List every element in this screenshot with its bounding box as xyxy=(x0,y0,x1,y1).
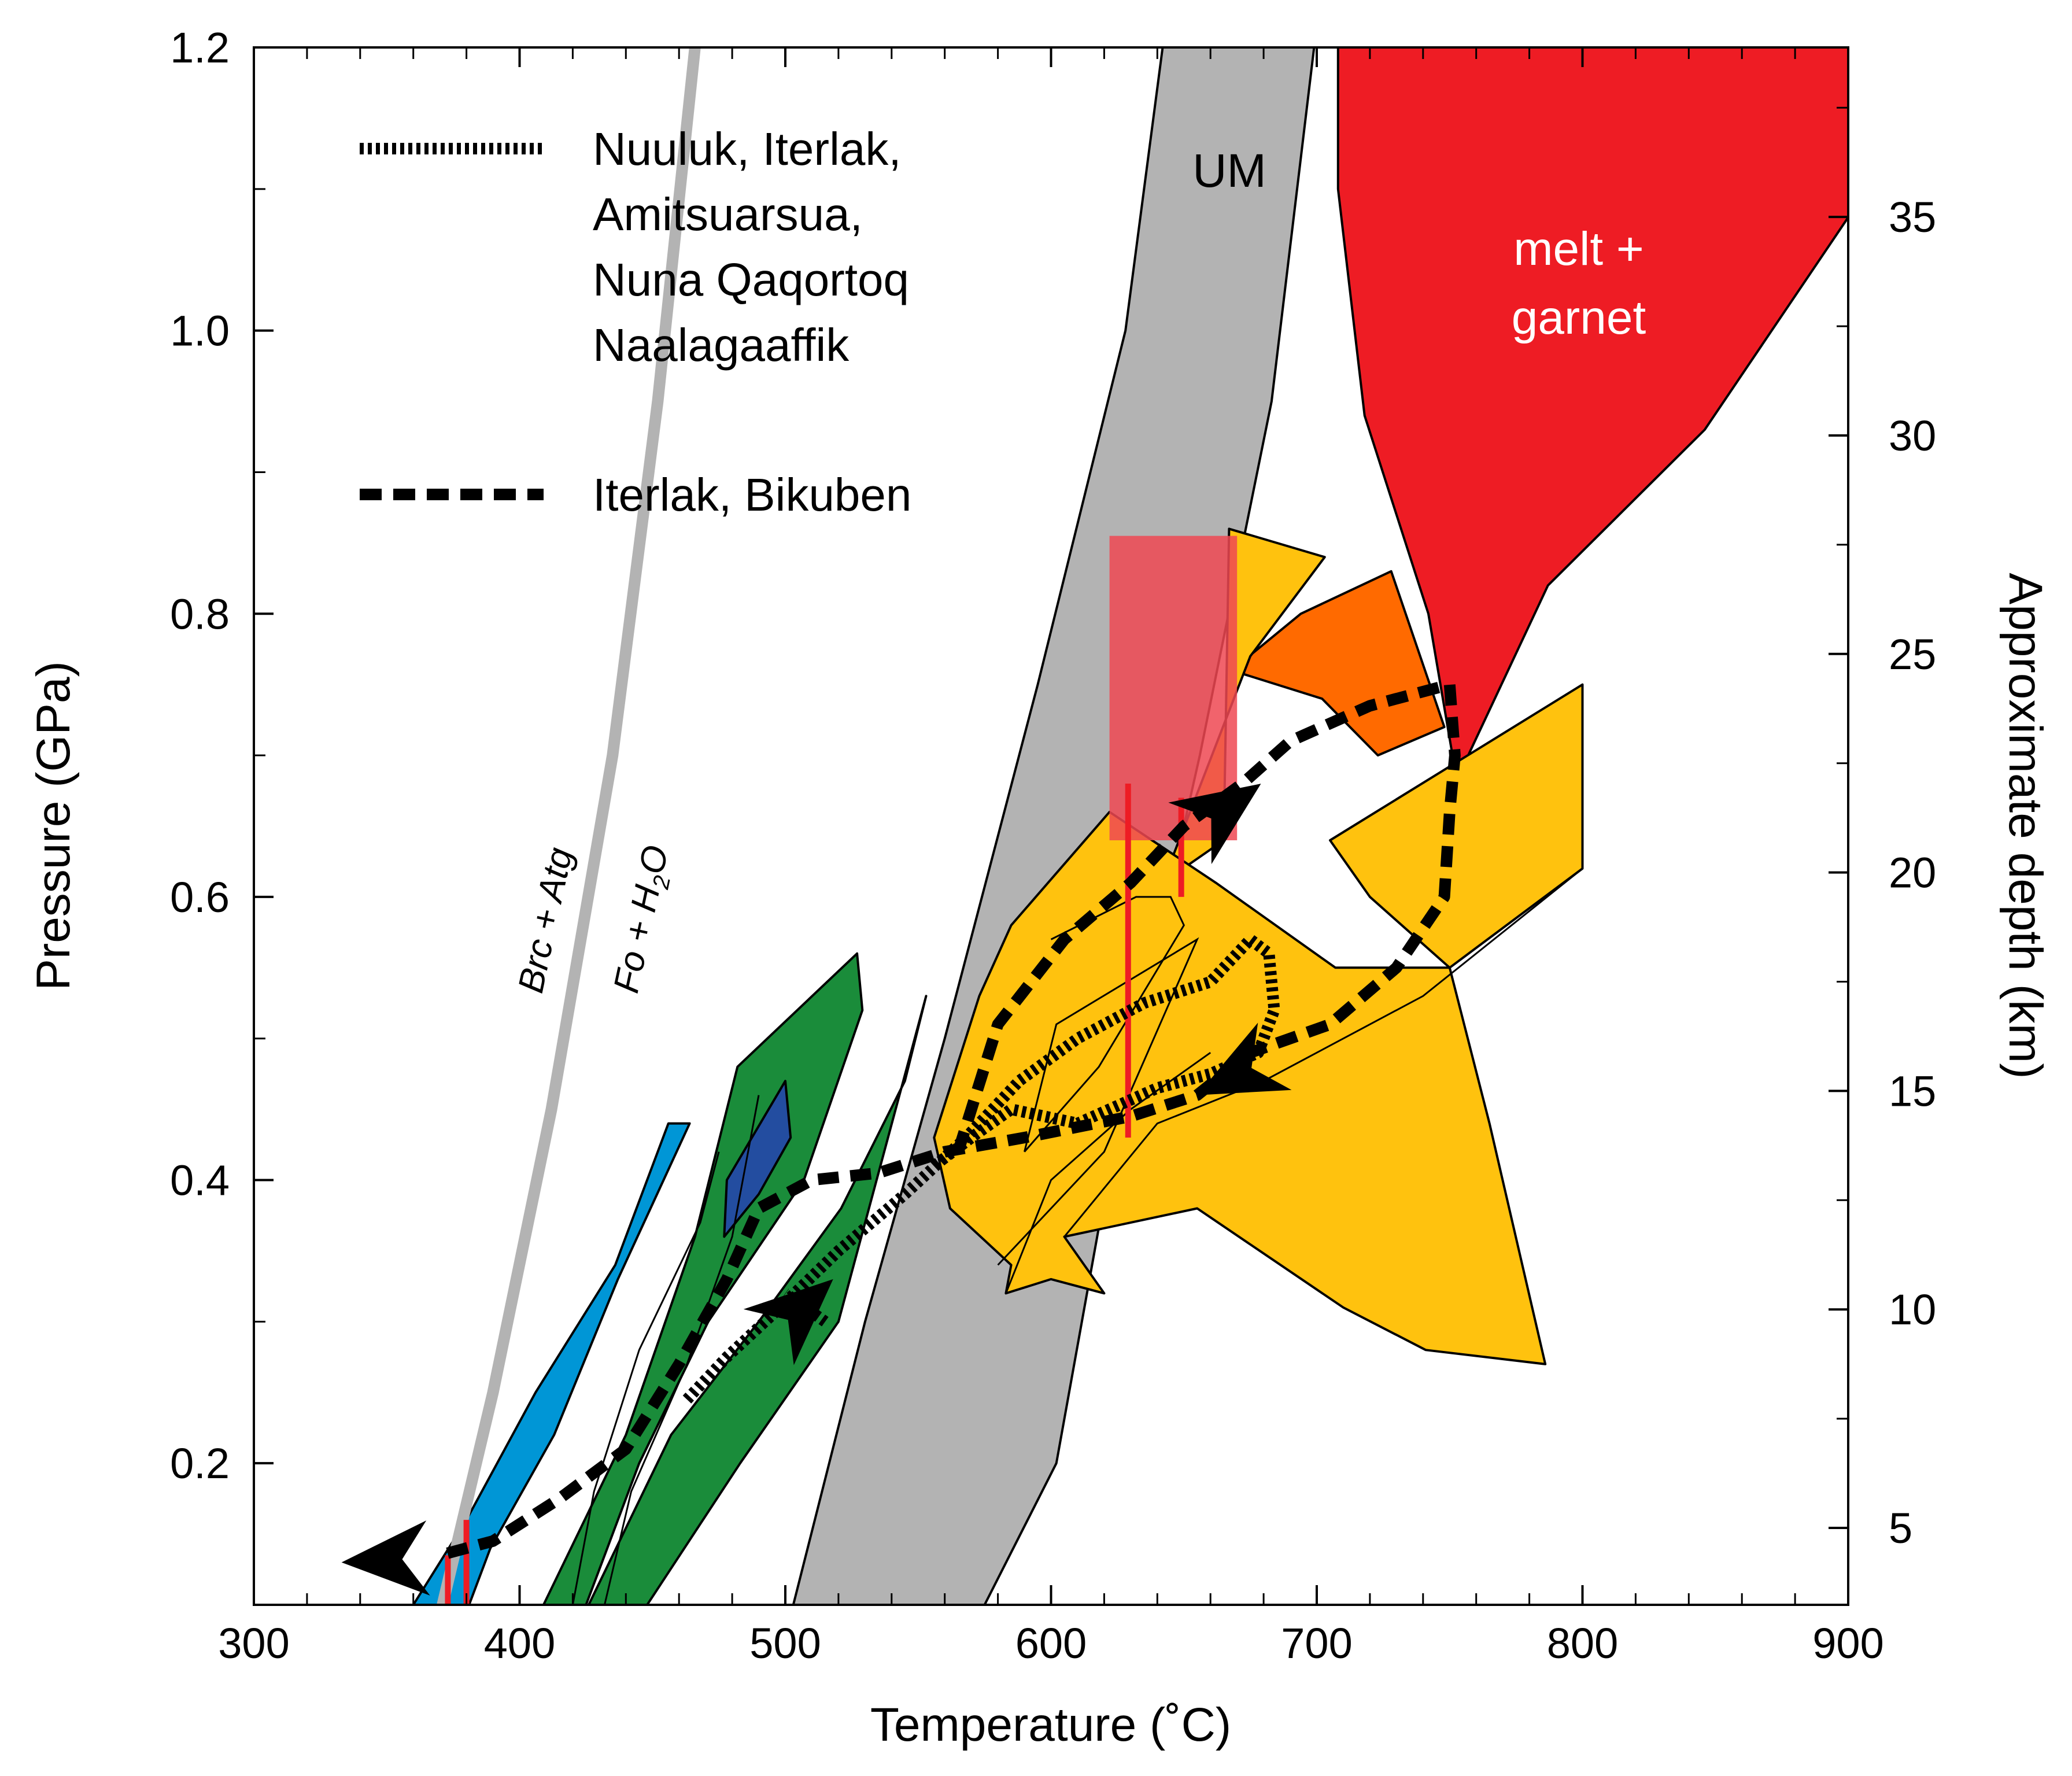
green-inner-line-1 xyxy=(571,1151,720,1605)
arrowhead-dotted-up xyxy=(743,1279,833,1365)
legend-dotted-line1: Nuuluk, Iterlak, xyxy=(593,123,902,175)
blue-field-light xyxy=(412,1122,691,1605)
green-inner-line-2 xyxy=(604,1095,760,1605)
legend-dotted-line2: Amitsuarsua, xyxy=(593,189,863,240)
yellow-inner-line-1 xyxy=(997,937,1199,1266)
fo-h2o-label: Fo + H2O xyxy=(606,842,681,998)
arrowhead-right-lower xyxy=(1197,1022,1292,1095)
x-tick-label: 300 xyxy=(218,1619,289,1667)
yellow-field-right xyxy=(1329,683,1584,969)
depth-tick-label: 25 xyxy=(1889,630,1936,678)
yellow-inner-line-2 xyxy=(1024,896,1185,1153)
legend-dashed-line1: Iterlak, Bikuben xyxy=(593,469,911,520)
um-label: UM xyxy=(1192,145,1266,197)
melt-garnet-label-line1: melt + xyxy=(1513,223,1644,275)
regions-layer xyxy=(412,47,1848,1605)
depth-tick-label: 20 xyxy=(1889,849,1936,897)
x-axis-title: Temperature (˚C) xyxy=(870,1699,1231,1751)
orange-field xyxy=(1231,570,1446,757)
depth-tick-label: 15 xyxy=(1889,1067,1936,1115)
melt-garnet-label-line2: garnet xyxy=(1512,291,1646,344)
y2-axis-title: Approximate depth (km) xyxy=(1999,573,2052,1079)
dashed-path-1 xyxy=(438,678,1461,1561)
legend: Nuuluk, Iterlak, Amitsuarsua, Nuna Qaqor… xyxy=(360,123,911,520)
y-tick-label: 0.8 xyxy=(170,590,230,638)
arrows-layer xyxy=(341,784,1292,1596)
arrowhead-upper xyxy=(1168,784,1261,865)
depth-tick-label: 10 xyxy=(1889,1286,1936,1334)
x-tick-label: 400 xyxy=(484,1619,555,1667)
y-tick-label: 0.6 xyxy=(170,873,230,921)
x-tick-label: 700 xyxy=(1281,1619,1352,1667)
green-field-2 xyxy=(588,995,928,1605)
depth-tick-label: 35 xyxy=(1889,193,1936,241)
y-axis-title: Pressure (GPa) xyxy=(27,661,80,991)
red-bars-layer xyxy=(445,784,1184,1605)
um-band xyxy=(792,47,1316,1605)
y-tick-label: 1.2 xyxy=(170,24,230,72)
x-tick-label: 800 xyxy=(1547,1619,1618,1667)
legend-dotted-line3: Nuna Qaqortoq xyxy=(593,254,909,305)
arrowhead-lower-left xyxy=(341,1520,430,1596)
pink-box xyxy=(1109,536,1238,840)
depth-tick-label: 30 xyxy=(1889,412,1936,460)
y-tick-label: 0.2 xyxy=(170,1439,230,1487)
blue-field-dark xyxy=(723,1080,792,1238)
y-tick-label: 1.0 xyxy=(170,307,230,355)
y-tick-label: 0.4 xyxy=(170,1157,230,1205)
depth-tick-label: 5 xyxy=(1889,1504,1912,1552)
axes-layer: 300 400 500 600 700 800 900 0.2 0.4 0.6 0.8 1.0 1.2 5… xyxy=(170,24,1936,1667)
reaction-layer xyxy=(437,47,701,1605)
yellow-inner-line-4 xyxy=(1005,1051,1212,1294)
brc-atg-reaction xyxy=(437,47,701,1605)
legend-dotted-line4: Naalagaaffik xyxy=(593,319,850,371)
x-tick-label: 600 xyxy=(1015,1619,1087,1667)
x-tick-label: 900 xyxy=(1812,1619,1883,1667)
dotted-path xyxy=(682,933,1280,1404)
x-tick-label: 500 xyxy=(749,1619,821,1667)
